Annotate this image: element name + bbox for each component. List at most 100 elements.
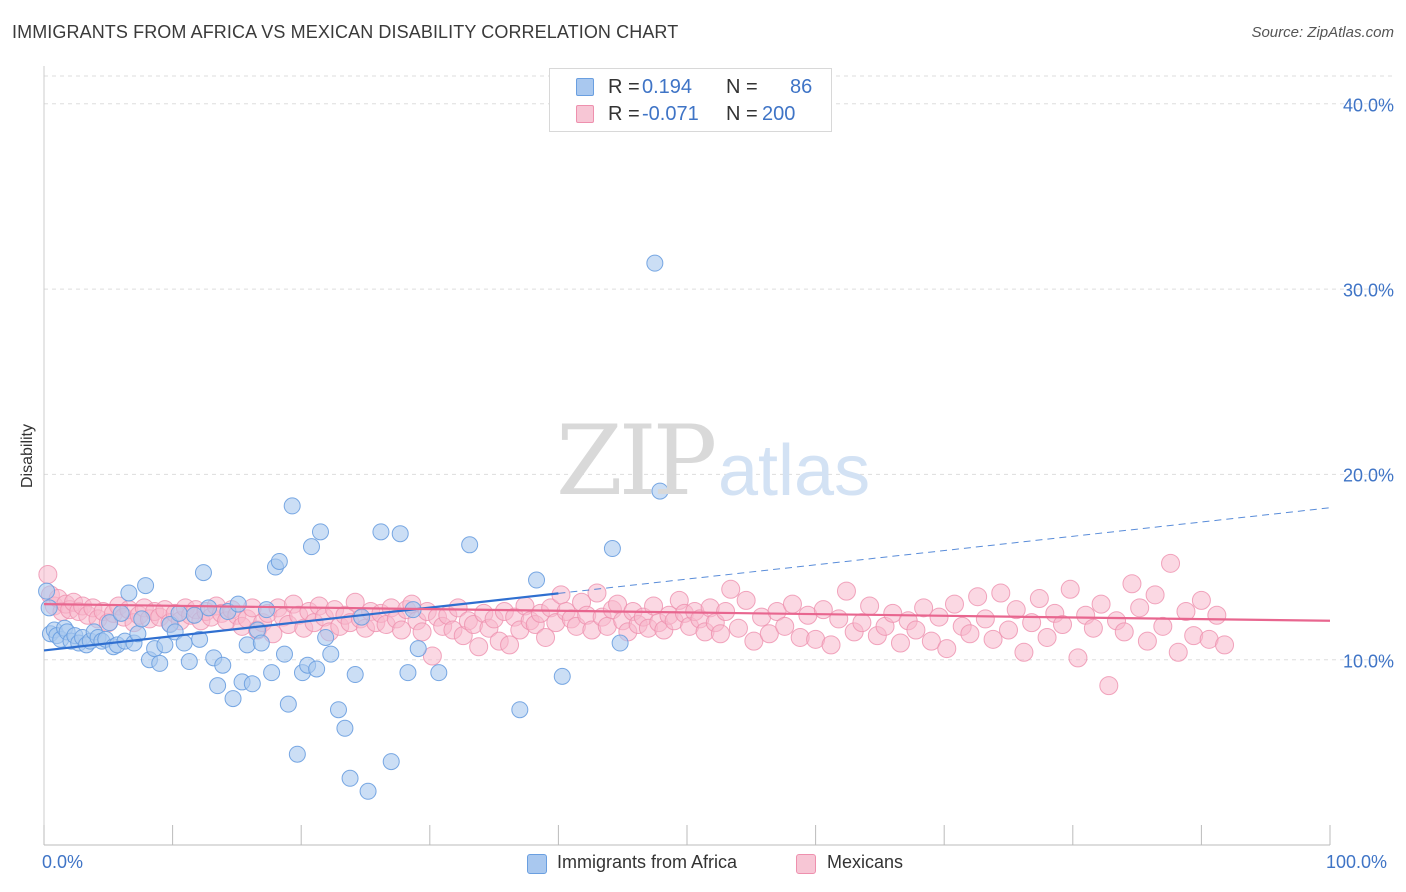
africa-point bbox=[151, 654, 169, 672]
africa-point bbox=[137, 577, 155, 595]
mexicans-point bbox=[1091, 594, 1111, 614]
mexicans-point bbox=[1014, 642, 1034, 662]
mexicans-point bbox=[500, 635, 520, 655]
africa-point bbox=[40, 599, 58, 617]
watermark-zip: ZIP bbox=[556, 405, 717, 517]
africa-point bbox=[382, 753, 400, 771]
mexicans-point bbox=[1130, 598, 1150, 618]
africa-point bbox=[511, 701, 529, 719]
africa-point bbox=[170, 604, 188, 622]
mexicans-point bbox=[813, 600, 833, 620]
africa-point bbox=[311, 523, 329, 541]
africa-point bbox=[238, 636, 256, 654]
y-tick-label: 40.0% bbox=[1342, 95, 1394, 116]
africa-point bbox=[224, 690, 242, 708]
africa-point bbox=[372, 523, 390, 541]
mexicans-point bbox=[744, 631, 764, 651]
mexicans-point bbox=[1168, 642, 1188, 662]
africa-point bbox=[120, 584, 138, 602]
mexicans-point bbox=[412, 622, 432, 642]
africa-trend-line-extension bbox=[558, 507, 1331, 594]
africa-point bbox=[279, 695, 297, 713]
africa-points bbox=[38, 254, 669, 800]
mexicans-point bbox=[1145, 585, 1165, 605]
bottom-legend-swatch-mexicans bbox=[796, 854, 816, 874]
y-axis-label: Disability bbox=[19, 423, 36, 489]
africa-point bbox=[243, 675, 261, 693]
africa-point bbox=[270, 552, 288, 570]
mexicans-point bbox=[710, 624, 730, 644]
trend-lines bbox=[43, 507, 1331, 652]
mexicans-point bbox=[728, 618, 748, 638]
africa-point bbox=[336, 719, 354, 737]
africa-point bbox=[283, 497, 301, 515]
mexicans-point bbox=[1215, 635, 1235, 655]
africa-point bbox=[359, 782, 377, 800]
grid-lines bbox=[44, 75, 1392, 661]
mexicans-point bbox=[1207, 605, 1227, 625]
africa-point bbox=[611, 634, 629, 652]
mexicans-point bbox=[1060, 579, 1080, 599]
mexicans-point bbox=[1083, 618, 1103, 638]
africa-point bbox=[194, 564, 212, 582]
mexicans-point bbox=[775, 616, 795, 636]
africa-trend-line bbox=[43, 592, 559, 652]
africa-point bbox=[229, 595, 247, 613]
mexicans-point bbox=[890, 633, 910, 653]
mexicans-point bbox=[829, 609, 849, 629]
mexicans-point bbox=[1114, 622, 1134, 642]
mexicans-point bbox=[422, 646, 442, 666]
africa-point bbox=[399, 664, 417, 682]
x-axis bbox=[43, 66, 1331, 846]
mexicans-point bbox=[991, 583, 1011, 603]
mexicans-point bbox=[469, 637, 489, 657]
mexicans-point bbox=[1068, 648, 1088, 668]
mexicans-point bbox=[999, 620, 1018, 640]
mexicans-point bbox=[1191, 590, 1211, 610]
mexicans-point bbox=[1022, 613, 1042, 633]
africa-point bbox=[252, 634, 270, 652]
mexicans-point bbox=[1029, 589, 1049, 609]
africa-point bbox=[214, 656, 232, 674]
mexicans-point bbox=[392, 620, 412, 640]
mexicans-point bbox=[1161, 553, 1181, 573]
africa-point bbox=[651, 482, 669, 500]
mexicans-point bbox=[836, 581, 856, 601]
mexicans-point bbox=[1137, 631, 1157, 651]
africa-point bbox=[322, 645, 340, 663]
mexicans-point bbox=[1037, 627, 1057, 647]
africa-point bbox=[175, 634, 193, 652]
africa-point bbox=[302, 538, 320, 556]
mexicans-point bbox=[1153, 616, 1173, 636]
mexicans-point bbox=[968, 587, 988, 607]
mexicans-points bbox=[38, 553, 1235, 696]
africa-point bbox=[38, 582, 56, 600]
legend-swatch-mexicans bbox=[576, 105, 594, 123]
y-tick-label: 20.0% bbox=[1342, 465, 1394, 486]
mexicans-point bbox=[1006, 600, 1026, 620]
legend-n-value: 86 bbox=[790, 76, 813, 98]
africa-point bbox=[257, 601, 275, 619]
mexicans-trend-line bbox=[43, 603, 1331, 622]
legend-r-value: 0.194 bbox=[642, 76, 693, 98]
y-tick-label: 30.0% bbox=[1342, 280, 1394, 301]
x-tick-label-max: 100.0% bbox=[1326, 852, 1388, 872]
correlation-legend: R = 0.194 N = 86 R = -0.071 N = 200 bbox=[549, 68, 832, 132]
legend-swatch-africa bbox=[576, 78, 594, 96]
x-tick-label-min: 0.0% bbox=[42, 852, 84, 872]
mexicans-point bbox=[921, 631, 941, 651]
africa-point bbox=[353, 608, 371, 626]
bottom-legend-swatch-africa bbox=[527, 854, 547, 874]
watermark-atlas: atlas bbox=[718, 431, 871, 511]
africa-point bbox=[646, 254, 664, 272]
africa-point bbox=[263, 664, 281, 682]
africa-point bbox=[156, 636, 174, 654]
mexicans-point bbox=[983, 629, 1003, 649]
africa-point bbox=[308, 660, 326, 678]
mexicans-point bbox=[38, 564, 58, 584]
africa-point bbox=[603, 540, 621, 558]
mexicans-point bbox=[782, 594, 802, 614]
mexicans-point bbox=[1053, 614, 1073, 634]
mexicans-point bbox=[1122, 574, 1142, 594]
